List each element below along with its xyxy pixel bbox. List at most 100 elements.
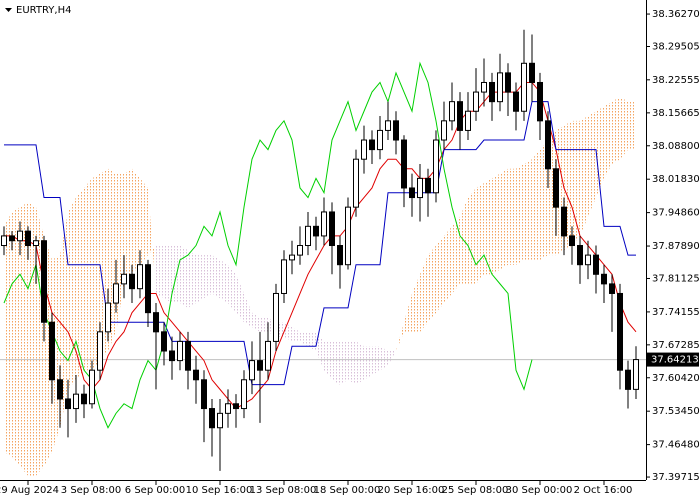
candle-body bbox=[489, 81, 495, 103]
candle-body bbox=[1, 235, 7, 247]
cloud-segment bbox=[612, 96, 620, 164]
candle-body bbox=[369, 139, 375, 151]
cloud-segment bbox=[468, 187, 476, 284]
x-tick-label: 30 Sep 00:00 bbox=[506, 485, 573, 496]
candle-body bbox=[481, 81, 487, 93]
cloud-segment bbox=[380, 346, 388, 371]
candle-body bbox=[289, 254, 295, 261]
cloud-segment bbox=[164, 245, 172, 304]
candle-body bbox=[377, 129, 383, 151]
candle-body bbox=[233, 403, 239, 410]
candle-body bbox=[281, 259, 287, 294]
cloud-segment bbox=[572, 120, 580, 246]
candle-body bbox=[401, 139, 407, 189]
cloud-segment bbox=[620, 96, 628, 160]
cloud-segment bbox=[212, 255, 220, 299]
cloud-segment bbox=[228, 264, 236, 313]
candle-body bbox=[201, 379, 207, 410]
candle-body bbox=[625, 369, 631, 390]
cloud-segment bbox=[372, 346, 380, 375]
cloud-segment bbox=[316, 331, 324, 371]
cloud-segment bbox=[20, 202, 28, 476]
y-tick-label: 37.46480 bbox=[652, 440, 700, 451]
candle-body bbox=[273, 292, 279, 342]
cloud-segment bbox=[364, 346, 372, 380]
last-price-box bbox=[647, 352, 699, 367]
candle-body bbox=[473, 91, 479, 112]
menu-triangle[interactable] bbox=[5, 8, 12, 12]
candle-body bbox=[433, 139, 439, 194]
cloud-segment bbox=[324, 341, 332, 380]
cloud-segment bbox=[244, 293, 252, 328]
candle-body bbox=[513, 91, 519, 112]
candle-body bbox=[577, 245, 583, 266]
candle-body bbox=[217, 412, 223, 429]
cloud-segment bbox=[476, 183, 484, 284]
y-tick-label: 37.94860 bbox=[652, 208, 700, 219]
y-tick-label: 38.29505 bbox=[652, 41, 700, 52]
y-tick-label: 37.60420 bbox=[652, 373, 700, 384]
cloud-segment bbox=[452, 216, 460, 294]
cloud-segment bbox=[76, 187, 84, 380]
cloud-segment bbox=[500, 168, 508, 270]
candle-body bbox=[617, 292, 623, 371]
cloud-segment bbox=[92, 173, 100, 371]
candle-body bbox=[441, 120, 447, 141]
y-tick-label: 38.01830 bbox=[652, 174, 700, 185]
cloud-segment bbox=[124, 168, 132, 284]
candle-body bbox=[585, 254, 591, 266]
candle-body bbox=[353, 158, 359, 208]
cloud-segment bbox=[388, 351, 396, 366]
y-tick-label: 37.39715 bbox=[652, 472, 700, 483]
candle-body bbox=[65, 398, 71, 410]
candle-body bbox=[41, 240, 47, 323]
candle-body bbox=[257, 360, 263, 371]
y-tick-label: 38.22555 bbox=[652, 75, 700, 86]
cloud-segment bbox=[428, 245, 436, 323]
cloud-segment bbox=[412, 274, 420, 332]
candle-body bbox=[97, 331, 103, 371]
y-tick-label: 38.08800 bbox=[652, 141, 700, 152]
cloud-segment bbox=[604, 101, 612, 179]
cloud-segment bbox=[404, 293, 412, 332]
candle-body bbox=[321, 211, 327, 237]
cloud-segment bbox=[540, 140, 548, 260]
candle-body bbox=[177, 340, 183, 362]
candle-body bbox=[417, 177, 423, 199]
candle-body bbox=[185, 340, 191, 371]
cloud-segment bbox=[332, 341, 340, 385]
x-tick-label: 2 Oct 16:00 bbox=[574, 485, 633, 496]
cloud-segment bbox=[236, 274, 244, 323]
candle-body bbox=[49, 321, 55, 381]
candle-body bbox=[169, 350, 175, 362]
candle-body bbox=[497, 72, 503, 103]
candle-body bbox=[121, 273, 127, 285]
cloud-segment bbox=[12, 207, 20, 467]
y-tick-label: 37.74155 bbox=[652, 307, 700, 318]
candle-body bbox=[609, 283, 615, 294]
candle-body bbox=[425, 177, 431, 194]
x-tick-label: 3 Sep 08:00 bbox=[61, 485, 121, 496]
cloud-segment bbox=[180, 245, 188, 308]
cloud-segment bbox=[252, 312, 260, 332]
cloud-segment bbox=[580, 116, 588, 236]
x-tick-label: 10 Sep 16:00 bbox=[186, 485, 253, 496]
candle-body bbox=[17, 230, 23, 242]
candle-body bbox=[633, 359, 639, 390]
candle-body bbox=[193, 369, 199, 381]
x-tick-label: 29 Aug 2024 bbox=[0, 485, 59, 496]
cloud-segment bbox=[132, 168, 140, 275]
candle-body bbox=[361, 139, 367, 160]
cloud-segment bbox=[292, 327, 300, 342]
candle-body bbox=[313, 225, 319, 237]
y-tick-label: 37.53450 bbox=[652, 406, 700, 417]
candle-body bbox=[305, 225, 311, 247]
candle-body bbox=[329, 211, 335, 247]
cloud-segment bbox=[260, 317, 268, 332]
candle-body bbox=[89, 369, 95, 405]
candle-body bbox=[465, 110, 471, 131]
candle-body bbox=[537, 81, 543, 122]
cloud-segment bbox=[444, 226, 452, 304]
cloud-segment bbox=[628, 101, 636, 150]
candle-body bbox=[161, 331, 167, 352]
